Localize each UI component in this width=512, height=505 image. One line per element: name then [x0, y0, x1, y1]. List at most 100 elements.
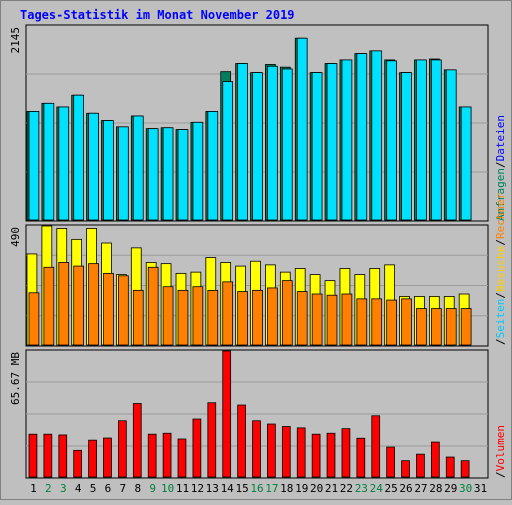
x-label-day-3: 3: [60, 482, 67, 495]
side-legend-entry: /: [494, 292, 507, 299]
x-axis-labels: 1 2 3 4 5 6 7 8 9 10 11 12 13 14 15 16 17 18 19 20 21 22 23 24 2…: [30, 482, 487, 495]
y-axis-max-label: 2145: [9, 27, 22, 54]
side-legend-entry: Dateien: [494, 115, 507, 161]
bar-dateien-day-20: [311, 72, 323, 221]
x-label-day-11: 11: [176, 482, 189, 495]
bar-rechner-day-24: [371, 298, 383, 346]
bar-dateien-day-11: [177, 129, 189, 221]
bar-dateien-day-9: [147, 128, 159, 221]
bar-dateien-day-26: [401, 72, 412, 221]
side-legend-bottom: /Volumen: [494, 425, 507, 478]
bar-rechner-day-21: [326, 294, 338, 346]
x-label-day-29: 29: [444, 482, 457, 495]
bar-volumen-day-23: [356, 437, 366, 478]
bar-volumen-day-20: [311, 433, 321, 478]
x-label-day-17: 17: [265, 482, 278, 495]
bar-dateien-day-23: [356, 53, 368, 221]
bar-rechner-day-11: [177, 289, 189, 346]
bar-rechner-day-5: [88, 263, 99, 346]
x-label-day-8: 8: [134, 482, 141, 495]
bar-volumen-day-17: [267, 423, 276, 478]
bar-volumen-day-1: [28, 433, 38, 478]
x-label-day-26: 26: [399, 482, 412, 495]
panel-hits: 2145: [9, 24, 489, 222]
side-legend-entry: Anfragen: [494, 168, 507, 221]
x-label-day-31: 31: [474, 482, 487, 495]
side-legend-entry: Volumen: [494, 425, 507, 471]
x-label-day-15: 15: [235, 482, 248, 495]
bar-dateien-day-5: [88, 112, 99, 221]
x-label-day-27: 27: [414, 482, 427, 495]
x-label-day-9: 9: [149, 482, 156, 495]
side-legend-top: Anfragen/Dateien: [494, 115, 507, 221]
bar-dateien-day-28: [430, 59, 442, 221]
y-axis-max-label: 65.67 MB: [9, 352, 22, 405]
bar-dateien-day-1: [28, 111, 40, 221]
bar-volumen-day-5: [88, 439, 97, 478]
x-label-day-16: 16: [250, 482, 263, 495]
bar-dateien-day-14: [222, 81, 234, 221]
bar-rechner-day-3: [58, 262, 70, 346]
bar-rechner-day-16: [252, 289, 263, 346]
bar-rechner-day-19: [296, 291, 308, 346]
bar-dateien-day-7: [118, 126, 129, 221]
bar-dateien-day-3: [58, 106, 70, 221]
bar-rechner-day-30: [460, 308, 472, 346]
bar-volumen-day-4: [73, 449, 83, 478]
x-label-day-23: 23: [355, 482, 368, 495]
bar-rechner-day-27: [416, 308, 427, 346]
bar-volumen-day-25: [386, 446, 395, 478]
bar-volumen-day-9: [147, 433, 157, 478]
panel-visits: 490: [9, 224, 489, 347]
bar-dateien-day-25: [386, 60, 397, 221]
bar-dateien-day-15: [237, 63, 248, 221]
bar-volumen-day-29: [445, 456, 455, 478]
bar-rechner-day-22: [341, 293, 353, 346]
bar-rechner-day-13: [207, 289, 219, 346]
bar-volumen-day-6: [103, 437, 112, 478]
side-legend-middle: /Seiten/Besuche/Rechner: [494, 192, 507, 345]
bar-volumen-day-11: [177, 438, 187, 478]
series-volumen: [28, 350, 470, 478]
bar-volumen-day-18: [281, 426, 291, 478]
x-label-day-25: 25: [385, 482, 398, 495]
x-label-day-14: 14: [221, 482, 235, 495]
x-label-day-20: 20: [310, 482, 323, 495]
side-legend-entry: Besuche: [494, 246, 507, 292]
bar-rechner-day-2: [43, 266, 55, 346]
x-label-day-22: 22: [340, 482, 353, 495]
bar-dateien-day-17: [267, 65, 278, 221]
bar-rechner-day-25: [386, 299, 397, 346]
chart-panels: 2145 490 65.67 MB: [9, 24, 489, 479]
bar-rechner-day-9: [147, 266, 159, 346]
x-label-day-2: 2: [45, 482, 52, 495]
bar-rechner-day-12: [192, 286, 204, 346]
bar-dateien-day-21: [326, 63, 338, 221]
bar-rechner-day-26: [401, 298, 412, 346]
x-label-day-6: 6: [105, 482, 112, 495]
x-label-day-5: 5: [90, 482, 97, 495]
bar-dateien-day-22: [341, 59, 353, 221]
bar-rechner-day-4: [73, 265, 85, 346]
bar-dateien-day-13: [207, 111, 219, 221]
bar-volumen-day-28: [430, 441, 440, 478]
series-rechner: [28, 262, 472, 346]
bar-volumen-day-3: [58, 434, 68, 478]
bar-dateien-day-8: [132, 115, 144, 221]
x-label-day-4: 4: [75, 482, 82, 495]
bar-volumen-day-12: [192, 418, 202, 478]
bar-dateien-day-27: [416, 59, 427, 221]
bar-volumen-day-10: [162, 432, 172, 478]
bar-dateien-day-12: [192, 121, 204, 221]
bar-volumen-day-15: [237, 404, 246, 478]
bar-dateien-day-24: [371, 50, 383, 221]
x-label-day-7: 7: [120, 482, 127, 495]
bar-rechner-day-29: [445, 308, 457, 346]
x-label-day-10: 10: [161, 482, 174, 495]
side-legend-entry: Seiten: [494, 299, 507, 339]
x-label-day-28: 28: [429, 482, 442, 495]
bar-rechner-day-17: [267, 287, 278, 346]
bar-dateien-day-19: [296, 37, 308, 221]
